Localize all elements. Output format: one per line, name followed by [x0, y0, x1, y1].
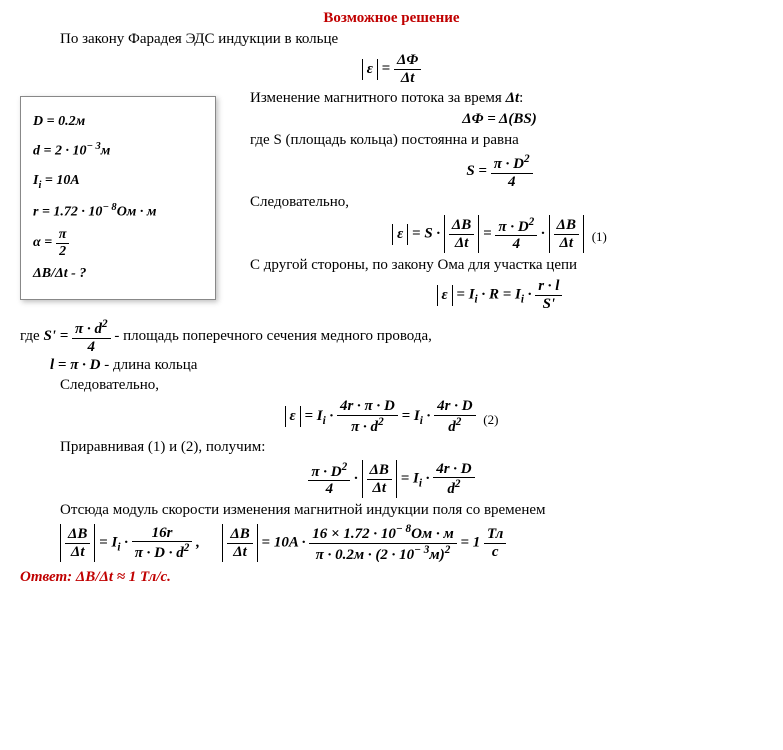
given-d: d = 2 · 10− 3м	[33, 136, 203, 166]
s-const-text: где S (площадь кольца) постоянна и равна	[250, 132, 763, 149]
answer-line: Ответ: ΔB/Δt ≈ 1 Тл/с.	[20, 569, 763, 586]
solution-title: Возможное решение	[20, 10, 763, 27]
equate-text: Приравнивая (1) и (2), получим:	[60, 439, 763, 456]
given-r: r = 1.72 · 10− 8Ом · м	[33, 197, 203, 227]
eq-emf-2: ε = Ii · 4r · π · Dπ · d2 = Ii · 4r · Dd…	[20, 398, 763, 435]
given-data-box: D = 0.2м d = 2 · 10− 3м Ii = 10A r = 1.7…	[20, 96, 216, 300]
eq-final: ΔBΔt = Ii · 16rπ · D · d2 , ΔBΔt = 10A ·…	[20, 523, 763, 563]
eq-equate: π · D24 · ΔBΔt = Ii · 4r · Dd2	[20, 460, 763, 498]
therefore-2: Следовательно,	[60, 377, 763, 394]
conclusion-text: Отсюда модуль скорости изменения магнитн…	[60, 502, 763, 519]
num: ΔΦ	[394, 52, 421, 70]
given-Ii: Ii = 10A	[33, 166, 203, 197]
eq-faraday: ε = ΔΦΔt	[20, 52, 763, 86]
given-alpha: α = π2	[33, 227, 203, 259]
den: Δt	[394, 70, 421, 87]
where-l: l = π · D - длина кольца	[50, 357, 763, 374]
eps: ε	[367, 61, 373, 77]
given-D: D = 0.2м	[33, 107, 203, 136]
therefore-1: Следовательно,	[250, 194, 763, 211]
intro-text: По закону Фарадея ЭДС индукции в кольце	[60, 31, 763, 48]
given-query: ΔB/Δt - ?	[33, 259, 203, 288]
flux-change-text: Изменение магнитного потока за время Δt:	[250, 90, 763, 107]
where-sprime: где S' = π · d24 - площадь поперечного с…	[20, 318, 763, 355]
ohm-text: С другой стороны, по закону Ома для учас…	[250, 257, 763, 274]
